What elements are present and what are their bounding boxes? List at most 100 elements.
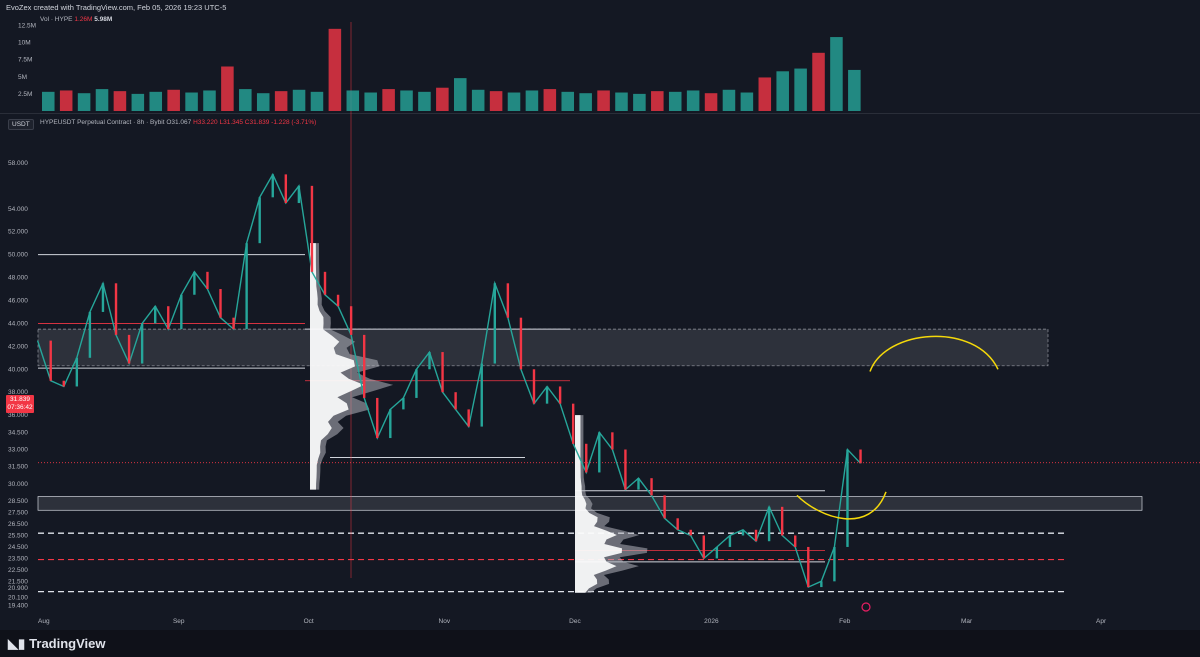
volume-legend: Vol · HYPE 1.26M 5.98M bbox=[40, 16, 112, 23]
price-axis-tick: 42.000 bbox=[8, 343, 28, 350]
candle bbox=[545, 386, 549, 404]
price-axis-tick: 21.500 bbox=[8, 578, 28, 585]
volume-bar bbox=[167, 89, 180, 111]
candle bbox=[376, 397, 379, 439]
time-axis-tick: Feb bbox=[839, 618, 851, 625]
candle bbox=[493, 283, 497, 364]
candle bbox=[219, 289, 222, 318]
candle bbox=[480, 363, 483, 427]
time-axis-tick: Oct bbox=[304, 618, 314, 625]
price-axis-tick: 58.000 bbox=[8, 160, 28, 167]
volume-bar bbox=[489, 91, 503, 111]
time-axis-tick: Apr bbox=[1096, 618, 1107, 625]
volume-bar bbox=[830, 37, 843, 111]
candle bbox=[127, 334, 131, 364]
volume-bar bbox=[543, 89, 557, 111]
volume-bar bbox=[292, 89, 306, 111]
price-axis-tick: 23.500 bbox=[8, 555, 28, 562]
open-value: O31.067 bbox=[166, 119, 192, 126]
price-line bbox=[36, 172, 862, 589]
time-axis-tick: Mar bbox=[961, 618, 973, 625]
price-axis-tick: 20.100 bbox=[8, 594, 28, 601]
candle bbox=[349, 306, 353, 335]
candle bbox=[193, 271, 196, 295]
candle bbox=[624, 449, 627, 490]
tradingview-logo[interactable]: ◣▮ TradingView bbox=[8, 636, 106, 652]
candle bbox=[467, 409, 470, 427]
candle bbox=[297, 185, 301, 204]
change-value: -1.228 (-3.71%) bbox=[271, 119, 317, 126]
candle bbox=[611, 432, 614, 450]
candle bbox=[362, 334, 366, 398]
price-axis-tick: 33.000 bbox=[8, 447, 28, 454]
currency-badge[interactable]: USDT bbox=[8, 119, 34, 130]
low-value: L31.345 bbox=[219, 119, 243, 126]
price-axis-tick: 40.000 bbox=[8, 366, 28, 373]
volume-bar bbox=[346, 90, 360, 111]
volume-bar bbox=[59, 90, 73, 111]
volume-bar bbox=[131, 93, 145, 111]
volume-bar bbox=[328, 28, 342, 111]
candle bbox=[49, 340, 52, 381]
volume-axis-tick: 7.5M bbox=[18, 57, 32, 64]
candle bbox=[728, 535, 732, 547]
candle bbox=[206, 271, 209, 290]
price-axis-tick: 46.000 bbox=[8, 297, 28, 304]
price-axis-tick: 38.000 bbox=[8, 389, 28, 396]
volume-bar bbox=[203, 90, 216, 111]
volume-bar bbox=[454, 78, 467, 111]
volume-bar bbox=[418, 91, 431, 111]
last-price-tag: 31.839 07:36:42 bbox=[6, 395, 34, 413]
volume-bar bbox=[364, 92, 377, 111]
close-value: C31.839 bbox=[244, 119, 270, 126]
price-axis-tick: 24.500 bbox=[8, 544, 28, 551]
candle bbox=[780, 506, 784, 536]
volume-bar bbox=[436, 87, 449, 111]
candle bbox=[428, 352, 431, 370]
price-axis-tick: 25.500 bbox=[8, 532, 28, 539]
candle bbox=[284, 174, 288, 204]
volume-axis-tick: 10M bbox=[18, 40, 31, 47]
candle bbox=[402, 397, 405, 410]
candle bbox=[637, 478, 640, 490]
time-axis-tick: 2026 bbox=[704, 618, 719, 625]
brand-name: TradingView bbox=[29, 636, 106, 651]
candle bbox=[101, 283, 105, 312]
candle bbox=[167, 306, 170, 330]
time-axis-tick: Dec bbox=[569, 618, 581, 625]
candle bbox=[271, 174, 274, 198]
price-axis-tick: 30.000 bbox=[8, 481, 28, 488]
volume-bar bbox=[812, 52, 825, 111]
candle bbox=[140, 323, 144, 364]
volume-bar bbox=[382, 89, 395, 111]
price-axis-tick: 50.000 bbox=[8, 252, 28, 259]
volume-bar bbox=[525, 90, 539, 111]
volume-legend-label: Vol · HYPE bbox=[40, 16, 73, 23]
candle bbox=[180, 294, 183, 330]
pane-separator[interactable] bbox=[0, 113, 1200, 114]
price-axis-tick: 20.900 bbox=[8, 585, 28, 592]
candle bbox=[389, 409, 392, 439]
volume-axis-tick: 2.5M bbox=[18, 91, 32, 98]
candle bbox=[794, 535, 797, 547]
volume-bar bbox=[113, 91, 127, 111]
candle bbox=[767, 506, 771, 542]
price-chart[interactable]: 58.000 54.000 52.000 50.000 48.000 46.000 44.0… bbox=[0, 0, 1200, 630]
volume-axis-tick: 12.5M bbox=[18, 22, 36, 29]
price-axis-tick: 48.000 bbox=[8, 275, 28, 282]
candle bbox=[88, 311, 92, 358]
candle bbox=[558, 386, 562, 404]
volume-bar bbox=[615, 92, 628, 111]
time-axis-tick: Sep bbox=[173, 618, 185, 625]
candle bbox=[571, 403, 575, 444]
volume-profile-oct-inner bbox=[310, 243, 365, 490]
volume-axis-tick: 5M bbox=[18, 74, 27, 81]
volume-bar bbox=[651, 91, 664, 111]
time-axis-tick: Aug bbox=[38, 618, 50, 625]
symbol-label: HYPEUSDT Perpetual Contract · 8h · Bybit bbox=[40, 119, 165, 126]
volume-bar bbox=[794, 68, 807, 111]
event-marker-icon bbox=[861, 602, 871, 612]
candle bbox=[807, 546, 810, 588]
candle bbox=[519, 317, 523, 370]
candle bbox=[336, 294, 340, 307]
